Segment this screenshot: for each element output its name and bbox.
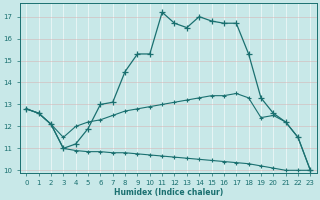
X-axis label: Humidex (Indice chaleur): Humidex (Indice chaleur): [114, 188, 223, 197]
